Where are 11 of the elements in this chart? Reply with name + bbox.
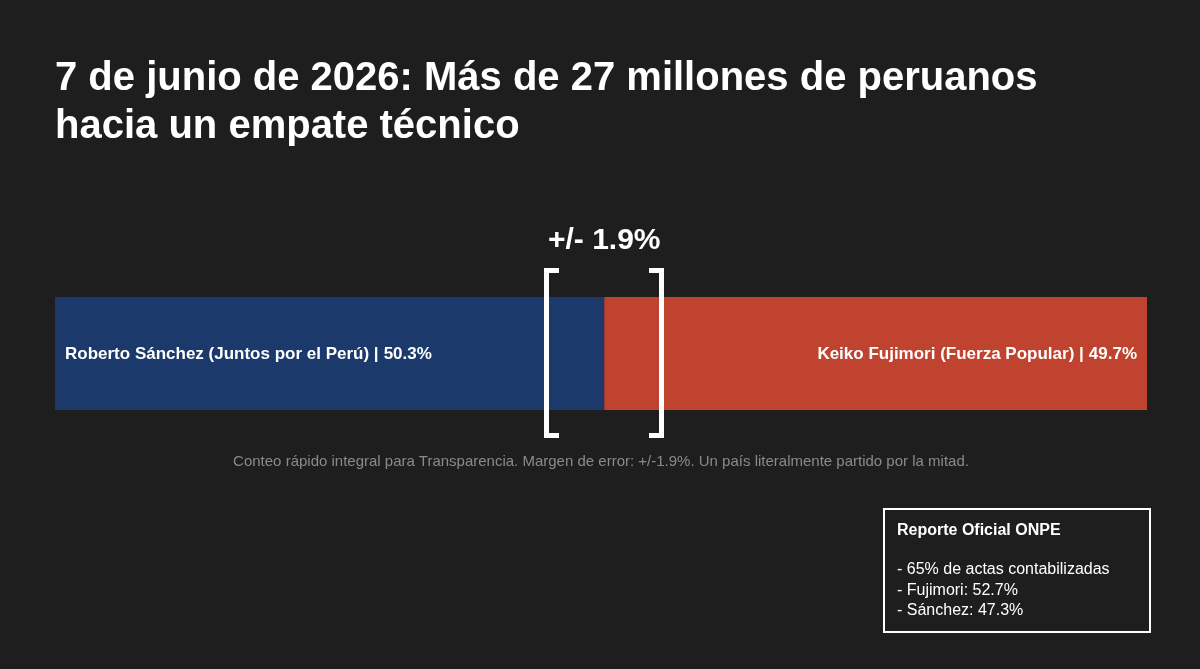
chart-title: 7 de junio de 2026: Más de 27 millones de peruanos hacia un empate técnico [55, 53, 1039, 148]
text: +/- 1.9% [547, 222, 661, 256]
text: Reporte Oficial ONPE [897, 520, 1062, 540]
series-label: Roberto Sánchez (Juntos por el Perú) | [65, 343, 379, 363]
text: - Sánchez: 47.3% [897, 600, 1025, 621]
series-label: Keiko Fujimori (Fuerza Popular) | [817, 343, 1084, 363]
text: Conteo rápido integral para Transparencia. Margen de error: +/-1.9%. Un país literalmente partido por la mitad. [232, 452, 970, 469]
text: - 65% de actas contabilizadas [897, 558, 1111, 579]
data-label: 49.7% [1088, 343, 1137, 363]
text: - Fujimori: 52.7% [897, 579, 1019, 600]
data-label: 50.3% [383, 343, 432, 363]
